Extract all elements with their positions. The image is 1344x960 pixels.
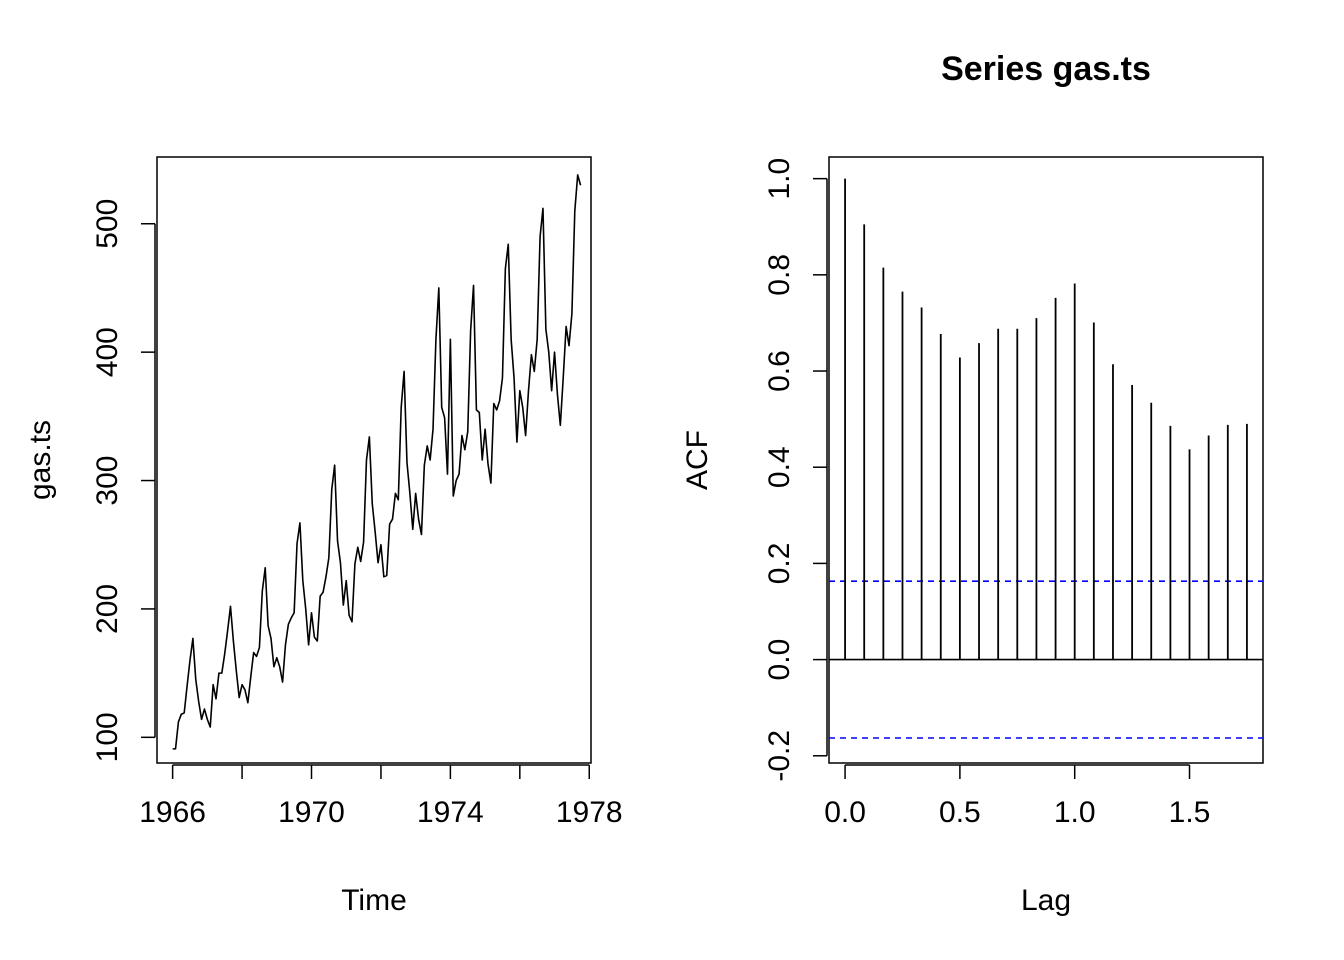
time-series-x-tick-label: 1978 — [556, 796, 623, 829]
time-series-x-tick-label: 1970 — [278, 796, 345, 829]
time-series-y-tick-label: 500 — [91, 199, 124, 249]
time-series-x-label: Time — [341, 884, 407, 917]
acf-y-axis: -0.2 0.0 0.2 0.4 0.6 0.8 1.0 — [763, 158, 828, 782]
acf-confidence-bounds — [829, 580, 1263, 739]
acf-panel: 0.0 0.5 1.0 1.5 -0.2 0.0 0.2 0.4 0.6 0.8 1.0 Seri… — [681, 50, 1264, 917]
time-series-x-tick-label: 1966 — [139, 796, 206, 829]
time-series-y-label: gas.ts — [24, 420, 57, 500]
time-series-line — [172, 174, 582, 750]
time-series-x-tick-label: 1974 — [417, 796, 484, 829]
time-series-plot-box — [156, 156, 592, 764]
acf-plot-box — [828, 156, 1264, 764]
time-series-data — [172, 174, 582, 750]
acf-y-tick-label: 0.6 — [763, 350, 796, 392]
acf-y-tick-label: 0.4 — [763, 446, 796, 488]
time-series-y-axis: 100 200 300 400 500 — [91, 199, 156, 762]
time-series-y-tick-label: 300 — [91, 456, 124, 506]
acf-y-tick-label: 0.2 — [763, 543, 796, 585]
acf-x-tick-label: 0.5 — [939, 796, 981, 829]
time-series-x-axis: 1966 1970 1974 1978 — [139, 764, 623, 829]
time-series-panel: 1966 1970 1974 1978 100 200 300 400 500 Time ga… — [24, 156, 623, 917]
acf-y-tick-label: 1.0 — [763, 158, 796, 200]
acf-y-tick-label: -0.2 — [763, 730, 796, 782]
acf-y-tick-label: 0.0 — [763, 639, 796, 681]
acf-x-tick-label: 0.0 — [824, 796, 866, 829]
acf-x-axis: 0.0 0.5 1.0 1.5 — [824, 764, 1211, 829]
acf-y-tick-label: 0.8 — [763, 254, 796, 296]
acf-x-tick-label: 1.0 — [1054, 796, 1096, 829]
acf-x-label: Lag — [1021, 884, 1071, 917]
time-series-y-tick-label: 100 — [91, 712, 124, 762]
time-series-y-tick-label: 200 — [91, 584, 124, 634]
acf-x-tick-label: 1.5 — [1169, 796, 1211, 829]
time-series-y-tick-label: 400 — [91, 327, 124, 377]
acf-y-label: ACF — [681, 430, 714, 490]
acf-title: Series gas.ts — [941, 50, 1151, 88]
acf-bars — [844, 178, 1248, 660]
